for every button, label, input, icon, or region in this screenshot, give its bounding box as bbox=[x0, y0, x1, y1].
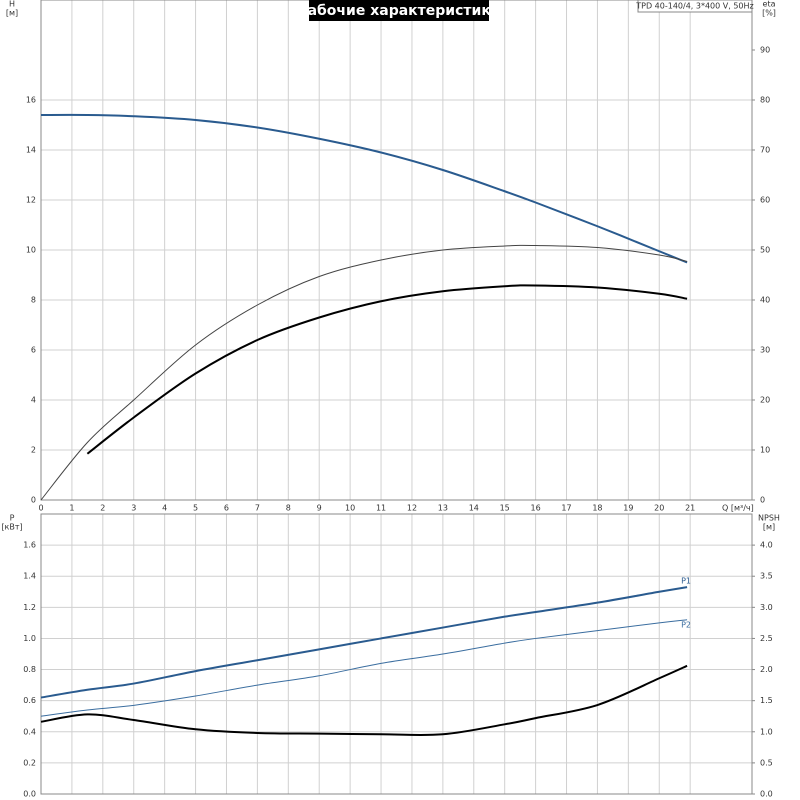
y-tick-label: 16 bbox=[26, 96, 36, 105]
x-tick-label: 10 bbox=[345, 504, 355, 513]
y-tick-label: 0.0 bbox=[23, 790, 36, 799]
plot-frame bbox=[40, 0, 753, 501]
y-tick-label: 0.2 bbox=[23, 758, 36, 767]
y2-axis-unit: [м] bbox=[763, 523, 775, 532]
curve bbox=[40, 244, 688, 501]
y-tick-label: 0.4 bbox=[23, 727, 36, 736]
y-tick-label: 0.8 bbox=[23, 665, 36, 674]
y-axis-unit: [кВт] bbox=[1, 523, 22, 532]
x-tick-label: 12 bbox=[407, 504, 417, 513]
x-tick-label: 17 bbox=[561, 504, 571, 513]
y2-tick-label: 1.0 bbox=[760, 727, 773, 736]
y-tick-label: 8 bbox=[31, 296, 36, 305]
title-box bbox=[309, 0, 489, 21]
x-tick-label: 8 bbox=[286, 504, 291, 513]
y2-tick-label: 0 bbox=[760, 496, 765, 505]
y-axis-unit: [м] bbox=[6, 9, 18, 18]
y2-tick-label: 50 bbox=[760, 246, 770, 255]
y2-tick-label: 2.5 bbox=[760, 634, 773, 643]
x-tick-label: 18 bbox=[592, 504, 602, 513]
y2-tick-label: 30 bbox=[760, 346, 770, 355]
x-tick-label: 5 bbox=[193, 504, 198, 513]
y-tick-label: 1.4 bbox=[23, 572, 36, 581]
x-tick-label: 6 bbox=[224, 504, 229, 513]
y2-tick-label: 3.5 bbox=[760, 572, 773, 581]
series-label: P2 bbox=[681, 620, 691, 629]
chart-subtitle: TPD 40-140/4, 3*400 V, 50Hz bbox=[635, 2, 753, 11]
y2-tick-label: 60 bbox=[760, 196, 770, 205]
y2-tick-label: 40 bbox=[760, 296, 770, 305]
y-tick-label: 4 bbox=[31, 396, 36, 405]
y-tick-label: 10 bbox=[26, 246, 36, 255]
y-axis-label: H bbox=[9, 0, 15, 9]
y2-tick-label: 0.5 bbox=[760, 758, 773, 767]
y2-tick-label: 2.0 bbox=[760, 665, 773, 674]
curve bbox=[40, 619, 688, 717]
x-tick-label: 11 bbox=[376, 504, 386, 513]
y-tick-label: 0 bbox=[31, 496, 36, 505]
subtitle-box bbox=[637, 0, 753, 13]
x-tick-label: 13 bbox=[438, 504, 448, 513]
y2-tick-label: 1.5 bbox=[760, 696, 773, 705]
y-tick-label: 1.0 bbox=[23, 634, 36, 643]
x-tick-label: 14 bbox=[469, 504, 479, 513]
y2-axis-label: eta bbox=[763, 0, 776, 9]
y2-tick-label: 80 bbox=[760, 96, 770, 105]
x-tick-label: 16 bbox=[531, 504, 541, 513]
y2-tick-label: 4.0 bbox=[760, 541, 773, 550]
series-label: P1 bbox=[681, 577, 691, 586]
y-tick-label: 0.6 bbox=[23, 696, 36, 705]
x-tick-label: 4 bbox=[162, 504, 167, 513]
y-tick-label: 14 bbox=[26, 146, 36, 155]
x-tick-label: 2 bbox=[100, 504, 105, 513]
y2-tick-label: 0.0 bbox=[760, 790, 773, 799]
x-tick-label: 21 bbox=[685, 504, 695, 513]
y2-tick-label: 70 bbox=[760, 146, 770, 155]
y2-tick-label: 20 bbox=[760, 396, 770, 405]
plot-frame bbox=[40, 513, 753, 795]
curve bbox=[40, 664, 688, 737]
y-axis-label: P bbox=[10, 514, 15, 523]
y2-axis-unit: [%] bbox=[762, 9, 776, 18]
y-tick-label: 6 bbox=[31, 346, 36, 355]
x-tick-label: 7 bbox=[255, 504, 260, 513]
x-tick-label: 19 bbox=[623, 504, 633, 513]
y2-tick-label: 3.0 bbox=[760, 603, 773, 612]
y-tick-label: 1.2 bbox=[23, 603, 36, 612]
y-tick-label: 2 bbox=[31, 446, 36, 455]
x-axis-label: Q [м³/ч] bbox=[722, 504, 754, 513]
curve bbox=[40, 113, 688, 264]
y2-tick-label: 90 bbox=[760, 46, 770, 55]
y-tick-label: 1.6 bbox=[23, 541, 36, 550]
y2-tick-label: 10 bbox=[760, 446, 770, 455]
x-tick-label: 0 bbox=[38, 504, 43, 513]
curve bbox=[86, 284, 688, 455]
x-tick-label: 3 bbox=[131, 504, 136, 513]
x-tick-label: 9 bbox=[317, 504, 322, 513]
x-tick-label: 15 bbox=[500, 504, 510, 513]
x-tick-label: 1 bbox=[69, 504, 74, 513]
y-tick-label: 12 bbox=[26, 196, 36, 205]
y2-axis-label: NPSH bbox=[758, 514, 780, 523]
curve bbox=[40, 586, 688, 699]
chart-title: Рабочие характеристики bbox=[297, 3, 500, 19]
x-tick-label: 20 bbox=[654, 504, 664, 513]
